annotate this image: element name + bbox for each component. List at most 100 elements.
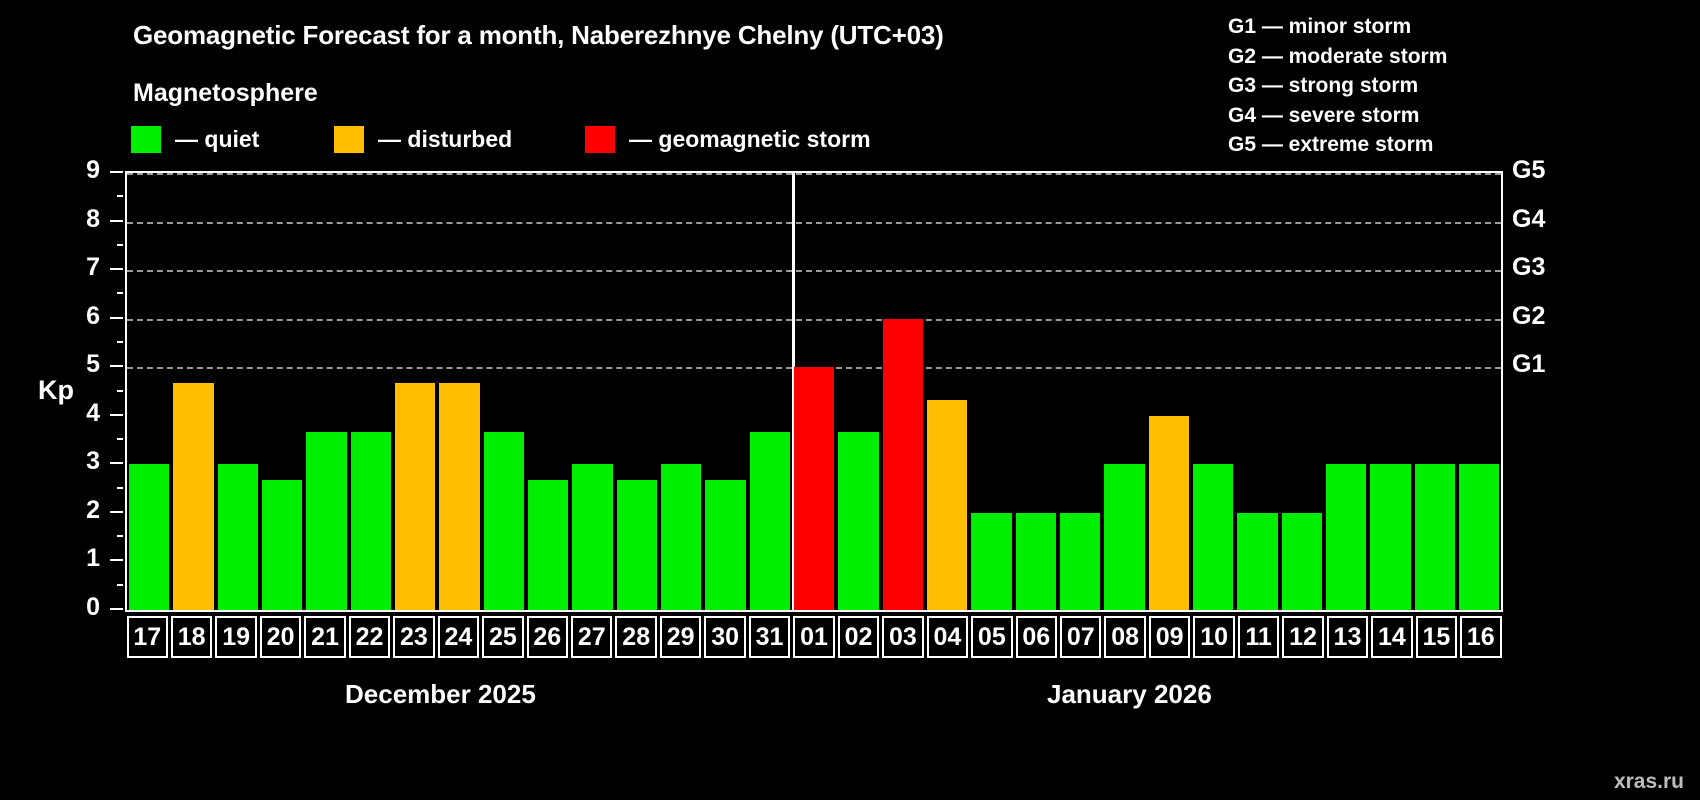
date-label-08[interactable]: 08 xyxy=(1104,616,1146,658)
date-label-06[interactable]: 06 xyxy=(1015,616,1058,658)
bar-slot[interactable] xyxy=(703,173,747,610)
date-label-31[interactable]: 31 xyxy=(748,616,791,658)
bar-slot[interactable] xyxy=(1191,173,1235,610)
bar-slot[interactable] xyxy=(969,173,1013,610)
bar-slot[interactable] xyxy=(393,173,437,610)
date-label-05[interactable]: 05 xyxy=(971,616,1013,658)
bar-slot[interactable] xyxy=(526,173,570,610)
bar-18-disturbed[interactable] xyxy=(173,383,214,610)
date-label-22[interactable]: 22 xyxy=(348,616,391,658)
date-label-01[interactable]: 01 xyxy=(793,616,835,658)
date-label-07[interactable]: 07 xyxy=(1060,616,1102,658)
bar-20-quiet[interactable] xyxy=(261,480,303,610)
bar-12-quiet[interactable] xyxy=(1281,512,1322,610)
bar-19-quiet[interactable] xyxy=(217,464,258,610)
y-minor-tick xyxy=(117,195,123,198)
g-scale-axis: G1 G2 G3 G4 G5 xyxy=(1512,158,1602,612)
date-label-18[interactable]: 18 xyxy=(170,616,213,658)
y-tick-mark-7 xyxy=(110,268,123,271)
bar-slot[interactable] xyxy=(216,173,260,610)
date-label-29[interactable]: 29 xyxy=(659,616,702,658)
bar-slot[interactable] xyxy=(1413,173,1457,610)
date-label-10[interactable]: 10 xyxy=(1193,616,1235,658)
bar-03-storm[interactable] xyxy=(882,318,923,610)
bar-slot[interactable] xyxy=(482,173,526,610)
bar-30-quiet[interactable] xyxy=(705,480,746,610)
bar-14-quiet[interactable] xyxy=(1370,464,1411,610)
bar-slot[interactable] xyxy=(1235,173,1279,610)
bar-slot[interactable] xyxy=(1147,173,1191,610)
bar-slot[interactable] xyxy=(1457,173,1501,610)
bar-02-quiet[interactable] xyxy=(838,431,879,610)
bar-slot[interactable] xyxy=(1058,173,1102,610)
bar-slot[interactable] xyxy=(836,173,880,610)
date-label-28[interactable]: 28 xyxy=(615,616,657,658)
month-divider xyxy=(791,173,795,610)
bar-08-quiet[interactable] xyxy=(1104,464,1145,610)
bar-slot[interactable] xyxy=(615,173,659,610)
bar-slot[interactable] xyxy=(1324,173,1368,610)
bar-slot[interactable] xyxy=(260,173,304,610)
date-label-04[interactable]: 04 xyxy=(926,616,969,658)
bar-23-disturbed[interactable] xyxy=(394,383,436,610)
bar-slot[interactable] xyxy=(437,173,481,610)
storm-scale-line-g4: G4 — severe storm xyxy=(1228,103,1420,127)
bar-07-quiet[interactable] xyxy=(1059,512,1101,610)
date-label-02[interactable]: 02 xyxy=(837,616,880,658)
bar-10-quiet[interactable] xyxy=(1192,464,1234,610)
bar-slot[interactable] xyxy=(349,173,393,610)
y-minor-tick xyxy=(117,389,123,392)
bar-slot[interactable] xyxy=(925,173,969,610)
bar-13-quiet[interactable] xyxy=(1325,464,1367,610)
date-label-15[interactable]: 15 xyxy=(1415,616,1458,658)
date-label-13[interactable]: 13 xyxy=(1326,616,1369,658)
date-label-26[interactable]: 26 xyxy=(526,616,569,658)
date-label-19[interactable]: 19 xyxy=(215,616,257,658)
bar-05-quiet[interactable] xyxy=(971,512,1012,610)
date-label-25[interactable]: 25 xyxy=(482,616,524,658)
bar-slot[interactable] xyxy=(171,173,215,610)
date-label-14[interactable]: 14 xyxy=(1371,616,1413,658)
bar-04-disturbed[interactable] xyxy=(926,399,968,610)
bar-slot[interactable] xyxy=(1280,173,1324,610)
bar-17-quiet[interactable] xyxy=(129,464,170,610)
bar-26-quiet[interactable] xyxy=(527,480,569,610)
bar-slot[interactable] xyxy=(304,173,348,610)
date-label-27[interactable]: 27 xyxy=(571,616,613,658)
bar-slot[interactable] xyxy=(570,173,614,610)
date-label-30[interactable]: 30 xyxy=(704,616,746,658)
bar-22-quiet[interactable] xyxy=(350,431,391,610)
bar-slot[interactable] xyxy=(792,173,836,610)
bar-25-quiet[interactable] xyxy=(483,431,524,610)
date-label-12[interactable]: 12 xyxy=(1282,616,1324,658)
bar-slot[interactable] xyxy=(1014,173,1058,610)
date-label-20[interactable]: 20 xyxy=(259,616,302,658)
bar-slot[interactable] xyxy=(881,173,925,610)
date-label-17[interactable]: 17 xyxy=(126,616,168,658)
date-label-11[interactable]: 11 xyxy=(1237,616,1280,658)
date-label-24[interactable]: 24 xyxy=(437,616,480,658)
bar-29-quiet[interactable] xyxy=(660,464,702,610)
date-label-23[interactable]: 23 xyxy=(393,616,435,658)
bar-15-quiet[interactable] xyxy=(1414,464,1455,610)
date-label-21[interactable]: 21 xyxy=(304,616,346,658)
bar-11-quiet[interactable] xyxy=(1237,512,1278,610)
bar-slot[interactable] xyxy=(748,173,792,610)
bar-31-quiet[interactable] xyxy=(749,431,790,610)
date-label-09[interactable]: 09 xyxy=(1148,616,1191,658)
bar-slot[interactable] xyxy=(127,173,171,610)
bar-slot[interactable] xyxy=(1368,173,1412,610)
bar-21-quiet[interactable] xyxy=(306,431,347,610)
bar-slot[interactable] xyxy=(659,173,703,610)
bar-01-storm[interactable] xyxy=(793,367,835,610)
date-label-16[interactable]: 16 xyxy=(1460,616,1502,658)
bar-27-quiet[interactable] xyxy=(572,464,613,610)
bar-16-quiet[interactable] xyxy=(1458,464,1500,610)
bar-slot[interactable] xyxy=(1102,173,1146,610)
bar-06-quiet[interactable] xyxy=(1015,512,1056,610)
y-tick-mark-5 xyxy=(110,365,123,368)
date-label-03[interactable]: 03 xyxy=(882,616,924,658)
bar-24-disturbed[interactable] xyxy=(439,383,480,610)
bar-28-quiet[interactable] xyxy=(616,480,657,610)
bar-09-disturbed[interactable] xyxy=(1148,415,1189,610)
